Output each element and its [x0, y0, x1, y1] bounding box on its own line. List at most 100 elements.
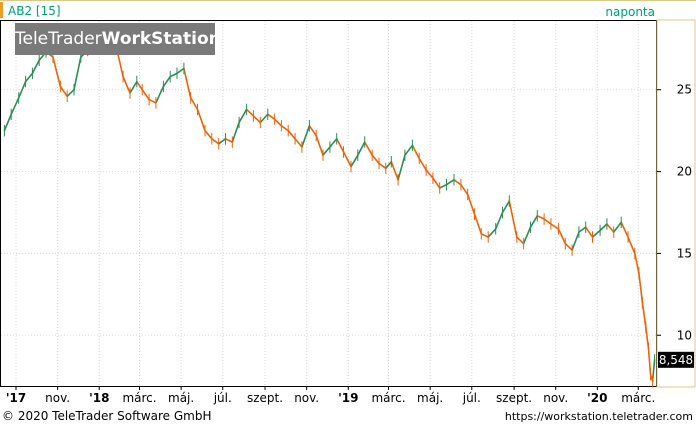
x-tick-label: szept. — [247, 391, 283, 405]
watermark-logo: TeleTraderWorkStation — [15, 23, 221, 55]
price-segment — [259, 113, 269, 124]
price-segment — [52, 56, 62, 88]
price-segment — [356, 141, 366, 156]
price-segment — [183, 67, 192, 99]
price-segment — [543, 218, 552, 225]
price-segment — [155, 85, 165, 104]
x-tick-label: nov. — [294, 391, 319, 405]
price-segment — [564, 242, 573, 251]
price-segment — [620, 221, 629, 238]
x-tick-label: szept. — [496, 391, 532, 405]
price-segment — [487, 228, 497, 238]
price-segment — [280, 125, 290, 132]
x-tick-label: '20 — [587, 391, 607, 405]
price-segment — [397, 154, 406, 181]
price-segment — [411, 144, 421, 160]
price-segment — [141, 88, 150, 101]
price-segment — [584, 226, 594, 238]
plot-area[interactable] — [0, 20, 657, 387]
price-segment — [612, 221, 623, 233]
x-tick-label: júl. — [462, 391, 481, 405]
price-segment — [473, 213, 483, 235]
price-segment — [384, 161, 393, 170]
price-segment — [301, 125, 311, 148]
price-segment — [599, 223, 608, 232]
price-segment — [196, 108, 206, 132]
price-segment — [315, 134, 324, 156]
price-segment — [557, 228, 567, 245]
price-segment — [122, 75, 131, 94]
price-segment — [176, 67, 185, 75]
x-tick-label: nov. — [45, 391, 70, 405]
x-tick-label: máj. — [417, 391, 443, 405]
price-segment — [136, 80, 143, 91]
price-segment — [633, 252, 640, 274]
last-value-box — [658, 351, 694, 368]
price-segment — [148, 98, 157, 104]
price-segment — [252, 115, 262, 124]
price-segment — [294, 138, 303, 148]
price-segment — [529, 215, 539, 228]
price-segment — [460, 183, 469, 196]
watermark-part1: TeleTrader — [15, 29, 102, 49]
footer-url[interactable]: https://workstation.teletrader.com — [504, 410, 693, 423]
price-segment — [10, 97, 20, 116]
price-segment — [350, 154, 359, 168]
y-axis-ticks: 10 15 20 25 — [657, 83, 692, 342]
price-segment — [231, 121, 240, 143]
copyright-text: © 2020 TeleTrader Software GmbH — [2, 409, 212, 423]
price-segment — [445, 179, 455, 186]
x-axis-ticks: '17 nov. '18 márc. máj. júl. szept. nov. '19 márc… — [6, 386, 655, 405]
price-segment — [536, 215, 545, 220]
price-segment — [169, 72, 178, 78]
price-segment — [508, 200, 518, 238]
price-segment — [550, 223, 560, 230]
last-value-label: 8,548 — [659, 353, 693, 367]
y-tick-label: 20 — [677, 165, 692, 179]
price-segment — [438, 183, 448, 189]
price-segment — [404, 144, 414, 156]
price-segment — [578, 226, 587, 233]
price-segment — [606, 223, 615, 233]
price-segment — [363, 141, 374, 156]
x-tick-label: '17 — [6, 391, 26, 405]
watermark-part2: WorkStation — [101, 29, 221, 49]
price-segment — [129, 80, 138, 94]
price-segment — [3, 113, 12, 132]
y-tick-label: 15 — [677, 246, 692, 260]
price-segment — [591, 229, 601, 238]
price-segment — [627, 236, 636, 255]
price-axis-panel — [656, 19, 696, 388]
price-segment — [59, 85, 68, 98]
x-tick-label: júl. — [213, 391, 232, 405]
x-tick-label: '18 — [89, 391, 109, 405]
x-tick-label: márc. — [371, 391, 405, 405]
price-segment — [31, 59, 41, 75]
price-series — [3, 25, 656, 387]
price-segment — [204, 129, 213, 140]
price-segment — [273, 118, 283, 127]
price-segment — [17, 80, 27, 99]
price-segment — [266, 113, 276, 120]
price-segment — [24, 72, 34, 83]
price-segment — [494, 211, 504, 230]
price-segment — [453, 179, 462, 186]
price-segment — [287, 129, 296, 140]
grid-layer — [1, 21, 656, 386]
price-segment — [162, 75, 171, 88]
price-segment — [425, 169, 434, 179]
price-segment — [245, 108, 255, 117]
price-segment — [73, 56, 82, 91]
price-segment — [641, 301, 647, 328]
price-segment — [571, 231, 580, 251]
price-segment — [432, 177, 441, 189]
symbol-label[interactable]: AB2 [15] — [8, 4, 61, 18]
price-segment — [418, 157, 427, 171]
price-segment — [211, 138, 220, 145]
price-segment — [466, 193, 476, 215]
price-segment — [501, 200, 511, 214]
interval-label[interactable]: naponta — [605, 5, 655, 19]
price-segment — [66, 88, 75, 98]
